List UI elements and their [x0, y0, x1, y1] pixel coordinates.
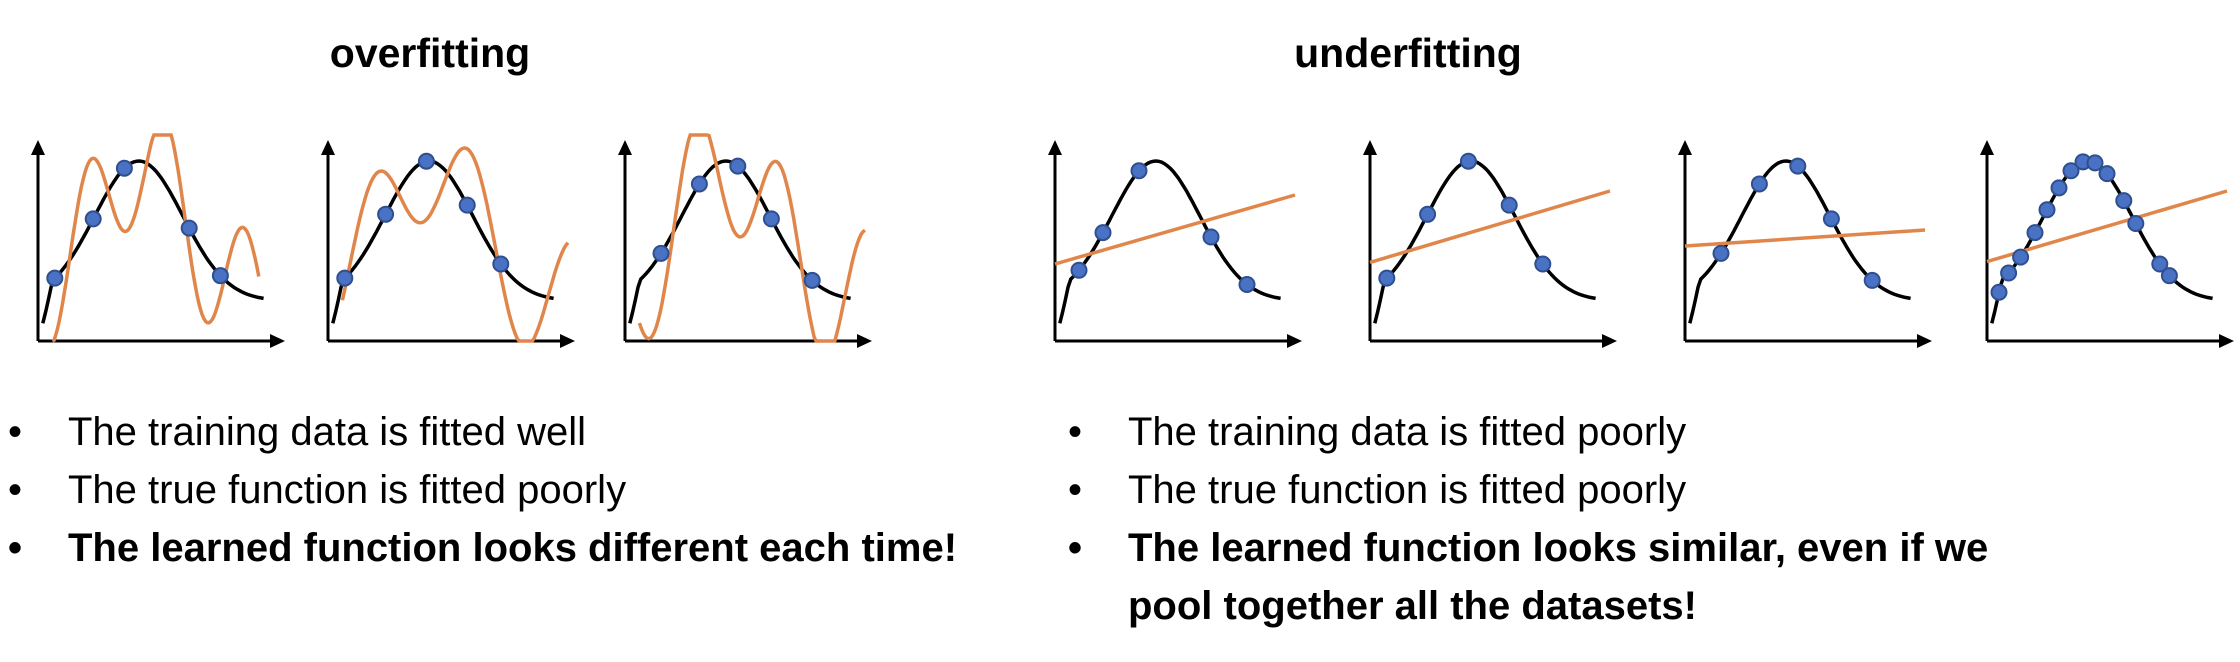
training-data-point [180, 219, 198, 237]
underfitting-bullet: The true function is fitted poorly [1060, 461, 2040, 519]
plot-panel [1048, 140, 1302, 348]
training-data-point [2151, 255, 2169, 273]
training-data-point [2038, 201, 2056, 219]
x-axis-arrow [2219, 334, 2234, 348]
training-data-point [46, 269, 64, 287]
learned-function-line [1684, 228, 1926, 248]
underfitting-bullet: The training data is fitted poorly [1060, 403, 2040, 461]
underfitting-bullet: The learned function looks similar, even… [1060, 519, 2040, 635]
true-function-curve [1058, 159, 1281, 324]
training-data-point [1863, 271, 1881, 289]
training-data-point [2098, 165, 2116, 183]
training-data-point [458, 196, 476, 214]
training-data-point [1094, 224, 1112, 242]
training-data-point [1990, 283, 2008, 301]
training-data-point [2026, 224, 2044, 242]
y-axis-arrow [321, 140, 335, 155]
training-data-point [336, 269, 354, 287]
overfitting-title: overfitting [329, 30, 531, 76]
training-data-point [2086, 154, 2104, 172]
x-axis-arrow [857, 334, 872, 348]
learned-function-line [1369, 189, 1611, 265]
overfitting-bullets: The training data is fitted well The tru… [0, 403, 1040, 577]
overfitting-bullet: The learned function looks different eac… [0, 519, 1040, 577]
true-function-curve [331, 159, 554, 324]
y-axis-arrow [1363, 140, 1377, 155]
training-data-point [1459, 152, 1477, 170]
training-data-point [2012, 248, 2030, 266]
training-data-point [1378, 269, 1396, 287]
training-data-point [1750, 175, 1768, 193]
training-data-point [1130, 162, 1148, 180]
training-data-point [729, 157, 747, 175]
plot-panel [321, 140, 575, 348]
training-data-point [803, 271, 821, 289]
y-axis-arrow [1048, 140, 1062, 155]
y-axis-arrow [31, 140, 45, 155]
y-axis-arrow [1678, 140, 1692, 155]
underfitting-title: underfitting [1294, 30, 1522, 76]
training-data-point [84, 210, 102, 228]
plot-panel [1363, 140, 1617, 348]
overfitting-bullet: The training data is fitted well [0, 403, 1040, 461]
learned-function-line [1986, 189, 2228, 264]
training-data-point [417, 152, 435, 170]
learned-function-line [1054, 193, 1296, 266]
training-data-point [1070, 261, 1088, 279]
training-data-point [492, 255, 510, 273]
true-function-curve [1990, 159, 2213, 324]
y-axis-arrow [1980, 140, 1994, 155]
x-axis-arrow [1917, 334, 1932, 348]
x-axis-arrow [560, 334, 575, 348]
true-function-curve [1373, 159, 1596, 324]
plot-panel [1678, 140, 1932, 348]
training-data-point [2062, 162, 2080, 180]
training-data-point [2127, 215, 2145, 233]
training-data-point [2160, 267, 2178, 285]
true-function-curve [41, 159, 264, 324]
plot-panel [31, 133, 285, 348]
overfitting-bullet: The true function is fitted poorly [0, 461, 1040, 519]
training-data-point [211, 267, 229, 285]
learned-function-curve [340, 146, 570, 343]
underfitting-bullets: The training data is fitted poorly The t… [1060, 403, 2040, 635]
x-axis-arrow [1287, 334, 1302, 348]
training-data-point [1238, 275, 1256, 293]
training-data-point [1534, 255, 1552, 273]
training-data-point [690, 175, 708, 193]
training-data-point [1419, 205, 1437, 223]
training-data-point [1712, 244, 1730, 262]
training-data-point [2115, 192, 2133, 210]
y-axis-arrow [618, 140, 632, 155]
training-data-point [2050, 179, 2068, 197]
training-data-point [762, 210, 780, 228]
training-data-point [652, 244, 670, 262]
x-axis-arrow [1602, 334, 1617, 348]
x-axis-arrow [270, 334, 285, 348]
training-data-point [115, 159, 133, 177]
plot-panel [1980, 140, 2234, 348]
training-data-point [377, 205, 395, 223]
training-data-point [1789, 157, 1807, 175]
learned-function-curve [637, 133, 866, 343]
training-data-point [1202, 228, 1220, 246]
training-data-point [1500, 196, 1518, 214]
plot-panel [618, 133, 872, 348]
training-data-point [1822, 210, 1840, 228]
training-data-point [2000, 264, 2018, 282]
